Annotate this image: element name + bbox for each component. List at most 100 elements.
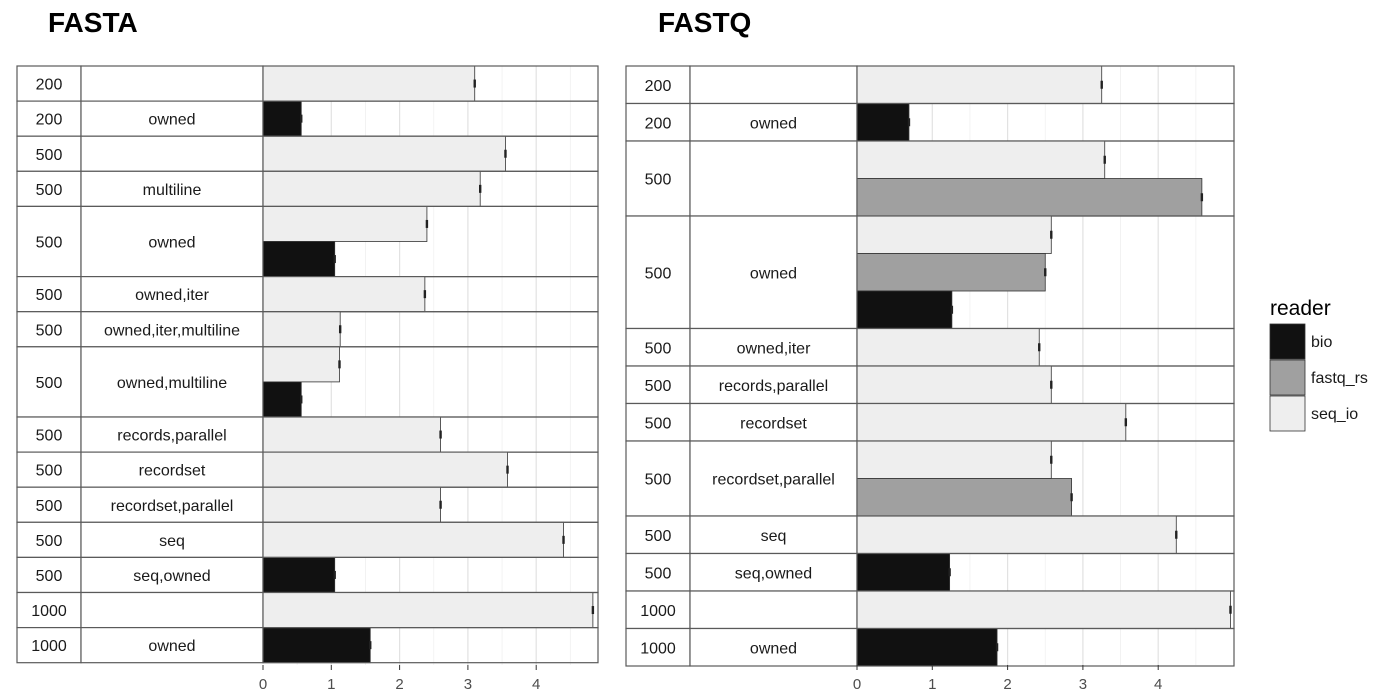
- strip-variant-label: owned: [148, 638, 195, 655]
- bar-seq_io: [262, 592, 594, 628]
- strip-variant-cell: [689, 627, 858, 667]
- strip-size-label: 200: [645, 115, 672, 132]
- panel-fasta: FASTA 200 200 owned 500 500 multiline 500 owned 5…: [16, 7, 599, 693]
- strip-variant-cell: [689, 440, 858, 517]
- strip-variant-label: owned: [750, 640, 797, 657]
- strip-size-label: 500: [645, 378, 672, 395]
- bar-seq_io: [262, 276, 426, 313]
- row-frame: [856, 627, 1235, 667]
- strip-variant-cell: [689, 65, 858, 105]
- strip-variant-cell: [80, 451, 264, 488]
- x-tick-label: 0: [259, 676, 267, 693]
- bar-fastq_rs: [856, 478, 1073, 517]
- bar-seq_io: [262, 65, 476, 102]
- strip-size-label: 500: [36, 375, 63, 392]
- bar-fastq_rs: [856, 178, 1203, 217]
- strip-size-cell: [16, 276, 82, 313]
- strip-variant-label: owned: [148, 235, 195, 252]
- legend: reader bio fastq_rs seq_io: [1269, 297, 1368, 432]
- strip-size-label: 500: [36, 428, 63, 445]
- strip-variant-cell: [689, 327, 858, 367]
- strip-size-label: 500: [36, 463, 63, 480]
- bar-seq_io: [262, 486, 441, 523]
- strip-variant-cell: [689, 590, 858, 630]
- strip-variant-label: multiline: [143, 182, 202, 199]
- strip-variant-label: seq: [761, 528, 787, 545]
- strip-variant-cell: [80, 205, 264, 278]
- panel-fastq: FASTQ 200 200 owned 500 500 owned 500 owned,iter…: [625, 7, 1235, 693]
- bar-seq_io: [856, 215, 1052, 254]
- strip-variant-cell: [689, 365, 858, 405]
- bar-bio: [856, 553, 951, 592]
- strip-size-label: 500: [645, 415, 672, 432]
- strip-variant-label: owned: [148, 112, 195, 129]
- strip-variant-cell: [80, 346, 264, 418]
- x-tick-label: 2: [1003, 676, 1011, 693]
- bar-seq_io: [262, 135, 506, 172]
- strip-size-cell: [16, 521, 82, 558]
- strip-variant-label: seq: [159, 533, 185, 550]
- strip-variant-label: recordset,parallel: [111, 498, 234, 515]
- strip-size-cell: [625, 627, 691, 667]
- bar-seq_io: [262, 451, 508, 488]
- strip-variant-cell: [80, 65, 264, 102]
- bar-seq_io: [856, 515, 1177, 554]
- strip-variant-label: records,parallel: [719, 378, 828, 395]
- bar-bio: [262, 627, 371, 664]
- bar-seq_io: [856, 328, 1040, 367]
- strip-variant-label: owned,iter: [135, 287, 209, 304]
- strip-size-label: 500: [645, 340, 672, 357]
- strip-size-label: 500: [36, 322, 63, 339]
- strip-variant-label: seq,owned: [133, 568, 210, 585]
- bar-bio: [262, 241, 336, 277]
- x-tick-label: 4: [1154, 676, 1162, 693]
- strip-size-label: 200: [36, 77, 63, 94]
- strip-size-label: 1000: [640, 640, 676, 657]
- bar-seq_io: [262, 346, 340, 383]
- bar-seq_io: [856, 590, 1231, 629]
- x-tick-label: 0: [853, 676, 861, 693]
- strip-size-label: 500: [645, 565, 672, 582]
- bar-seq_io: [856, 365, 1052, 404]
- bar-bio: [262, 381, 302, 418]
- bar-seq_io: [262, 521, 564, 558]
- legend-label: fastq_rs: [1311, 370, 1368, 387]
- bar-seq_io: [856, 440, 1052, 479]
- strip-variant-cell: [689, 515, 858, 555]
- bar-seq_io: [262, 205, 428, 242]
- strip-variant-label: recordset: [740, 415, 807, 432]
- strip-variant-cell: [80, 135, 264, 172]
- bar-seq_io: [262, 170, 481, 207]
- strip-size-label: 500: [36, 147, 63, 164]
- bar-seq_io: [856, 140, 1106, 179]
- strip-variant-label: records,parallel: [117, 428, 226, 445]
- strip-size-label: 500: [645, 472, 672, 489]
- bar-seq_io: [262, 311, 341, 348]
- panel-title: FASTA: [48, 7, 138, 38]
- bar-bio: [856, 290, 953, 329]
- strip-size-label: 200: [645, 78, 672, 95]
- strip-size-cell: [16, 205, 82, 278]
- bar-seq_io: [856, 403, 1127, 442]
- strip-variant-label: owned,iter,multiline: [104, 322, 240, 339]
- x-tick-label: 2: [395, 676, 403, 693]
- strip-variant-label: owned: [750, 115, 797, 132]
- legend-title: reader: [1270, 297, 1331, 320]
- strip-size-cell: [625, 327, 691, 367]
- bar-bio: [262, 100, 302, 137]
- strip-variant-label: owned: [750, 265, 797, 282]
- strip-variant-cell: [80, 591, 264, 629]
- legend-label: bio: [1311, 334, 1332, 351]
- strip-size-cell: [16, 416, 82, 453]
- strip-size-label: 500: [36, 182, 63, 199]
- strip-variant-cell: [80, 626, 264, 664]
- strip-variant-cell: [80, 416, 264, 453]
- strip-size-label: 500: [645, 528, 672, 545]
- strip-size-cell: [16, 135, 82, 172]
- strip-variant-label: recordset,parallel: [712, 472, 835, 489]
- strip-variant-cell: [689, 552, 858, 592]
- strip-size-cell: [625, 215, 691, 330]
- bar-fastq_rs: [856, 253, 1046, 292]
- strip-size-label: 500: [36, 568, 63, 585]
- bar-bio: [262, 557, 336, 593]
